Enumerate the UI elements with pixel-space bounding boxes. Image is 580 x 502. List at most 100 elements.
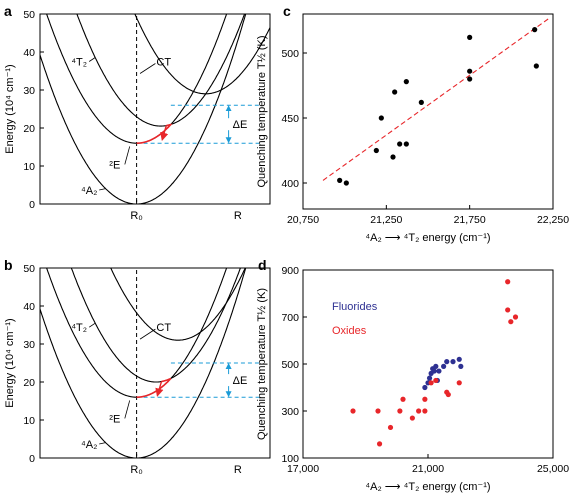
- relaxation-arrow: [155, 381, 164, 397]
- data-point: [533, 63, 539, 69]
- fit-line: [322, 17, 550, 181]
- data-point: [532, 27, 538, 33]
- x-axis-label: ⁴A₂ ⟶ ⁴T₂ energy (cm⁻¹): [365, 232, 490, 244]
- state-label: ⁴A₂: [81, 185, 97, 197]
- y-tick-label: 30: [23, 339, 35, 351]
- x-tick-label: 22,250: [537, 214, 569, 226]
- x-tick-label: 17,000: [287, 463, 319, 475]
- x-tick-label: 20,750: [287, 214, 319, 226]
- data-point: [400, 396, 406, 402]
- delta-e-label: ΔE: [233, 119, 248, 131]
- y-tick-label: 10: [23, 415, 35, 427]
- y-tick-label: 20: [23, 377, 35, 389]
- data-point: [422, 384, 428, 391]
- y-tick-label: 500: [281, 48, 299, 60]
- data-point: [456, 356, 462, 362]
- data-point: [387, 424, 394, 431]
- data-point: [458, 363, 464, 369]
- plot-frame: [302, 269, 554, 459]
- data-point: [445, 391, 451, 398]
- state-pointer: [139, 63, 156, 74]
- y-tick-label: 50: [23, 9, 35, 21]
- data-point: [397, 408, 403, 414]
- potential-curve: [110, 268, 246, 341]
- x-tick-label: 21,000: [412, 463, 444, 475]
- data-point: [512, 314, 519, 320]
- y-tick-label: 300: [281, 406, 299, 418]
- data-point: [350, 408, 356, 414]
- y-tick-label: 0: [29, 199, 35, 211]
- data-point: [433, 377, 439, 384]
- data-point: [409, 415, 415, 421]
- data-point: [390, 154, 396, 160]
- x-tick-label: 21,750: [454, 214, 486, 226]
- y-axis-label: Energy (10⁴ cm⁻¹): [4, 64, 16, 153]
- potential-curve: [134, 14, 270, 95]
- state-label: ⁴T₂: [71, 57, 87, 69]
- x-tick-label: R₀: [130, 210, 143, 222]
- data-point: [403, 141, 409, 147]
- panel-label-a: a: [4, 3, 12, 19]
- potential-curve: [70, 268, 241, 383]
- y-tick-label: 400: [281, 178, 299, 190]
- crossover-path: [136, 377, 172, 398]
- panel-a: a 0 10 20 30 40 50 Energy (10⁴ cm⁻¹) R₀ R ΔE ⁴A₂ ²E…: [4, 3, 271, 222]
- relaxation-arrow: [160, 125, 169, 141]
- data-point: [441, 363, 447, 369]
- scatter-plot-c: 400 450 500 20,750 21,250 21,750 22,250 ⁴A₂ ⟶ ⁴…: [256, 13, 569, 244]
- data-point: [418, 99, 424, 105]
- state-label: ²E: [109, 159, 120, 171]
- y-tick-label: 900: [281, 265, 299, 277]
- x-tick-label: R: [234, 464, 242, 476]
- x-axis-label: ⁴A₂ ⟶ ⁴T₂ energy (cm⁻¹): [365, 481, 490, 493]
- y-tick-label: 0: [29, 453, 35, 465]
- data-point: [431, 368, 437, 374]
- state-pointer: [99, 442, 106, 445]
- data-point: [436, 368, 442, 374]
- x-tick-label: R: [234, 210, 242, 222]
- data-point: [426, 375, 433, 381]
- data-point: [467, 68, 473, 74]
- y-tick-label: 450: [281, 113, 299, 125]
- panel-label-b: b: [4, 257, 13, 273]
- data-point: [505, 279, 511, 285]
- y-tick-label: 700: [281, 312, 299, 324]
- potential-curve: [46, 268, 228, 398]
- state-pointer: [124, 146, 131, 165]
- y-tick-label: 10: [23, 161, 35, 173]
- data-point: [416, 408, 422, 414]
- state-pointer: [99, 188, 106, 191]
- data-point: [373, 147, 379, 154]
- data-point: [397, 141, 403, 147]
- state-label: CT: [156, 57, 171, 69]
- y-tick-label: 50: [23, 263, 35, 275]
- plot-frame: [39, 267, 271, 459]
- y-tick-label: 30: [23, 85, 35, 97]
- y-tick-label: 500: [281, 359, 299, 371]
- x-tick-label: 25,000: [537, 463, 569, 475]
- state-label: CT: [156, 322, 171, 334]
- data-point: [467, 34, 473, 41]
- state-pointer: [124, 400, 131, 419]
- y-tick-label: 40: [23, 301, 35, 313]
- panel-d: d 100 300 500 700 900 17,000 21,000 25,000 ⁴A₂ ⟶…: [256, 257, 569, 493]
- x-tick-label: R₀: [130, 464, 143, 476]
- data-point: [450, 359, 456, 365]
- plot-frame: [302, 13, 554, 210]
- panel-c: c 400 450 500 20,750 21,250 21,750 22,250 ⁴A₂ ⟶…: [256, 3, 569, 244]
- plot-frame: [39, 13, 271, 205]
- scatter-plot-d: 100 300 500 700 900 17,000 21,000 25,000 ⁴A₂ ⟶ ⁴…: [256, 265, 569, 493]
- data-point: [375, 408, 381, 414]
- panel-b: b 0 10 20 30 40 50 Energy (10⁴ cm⁻¹) R₀ R ΔE ⁴A₂ ²E…: [4, 257, 271, 476]
- state-pointer: [88, 57, 96, 62]
- energy-diagram-a: 0 10 20 30 40 50 Energy (10⁴ cm⁻¹) R₀ R ΔE ⁴A₂ ²E ⁴T…: [4, 9, 271, 222]
- data-point: [422, 396, 428, 402]
- state-pointer: [139, 328, 156, 340]
- data-point: [378, 115, 384, 121]
- energy-diagram-b: 0 10 20 30 40 50 Energy (10⁴ cm⁻¹) R₀ R ΔE ⁴A₂ ²E ⁴T…: [4, 263, 271, 476]
- legend-label: Oxides: [332, 325, 367, 337]
- potential-curve: [40, 268, 247, 458]
- data-point: [403, 79, 409, 85]
- data-point: [428, 380, 434, 386]
